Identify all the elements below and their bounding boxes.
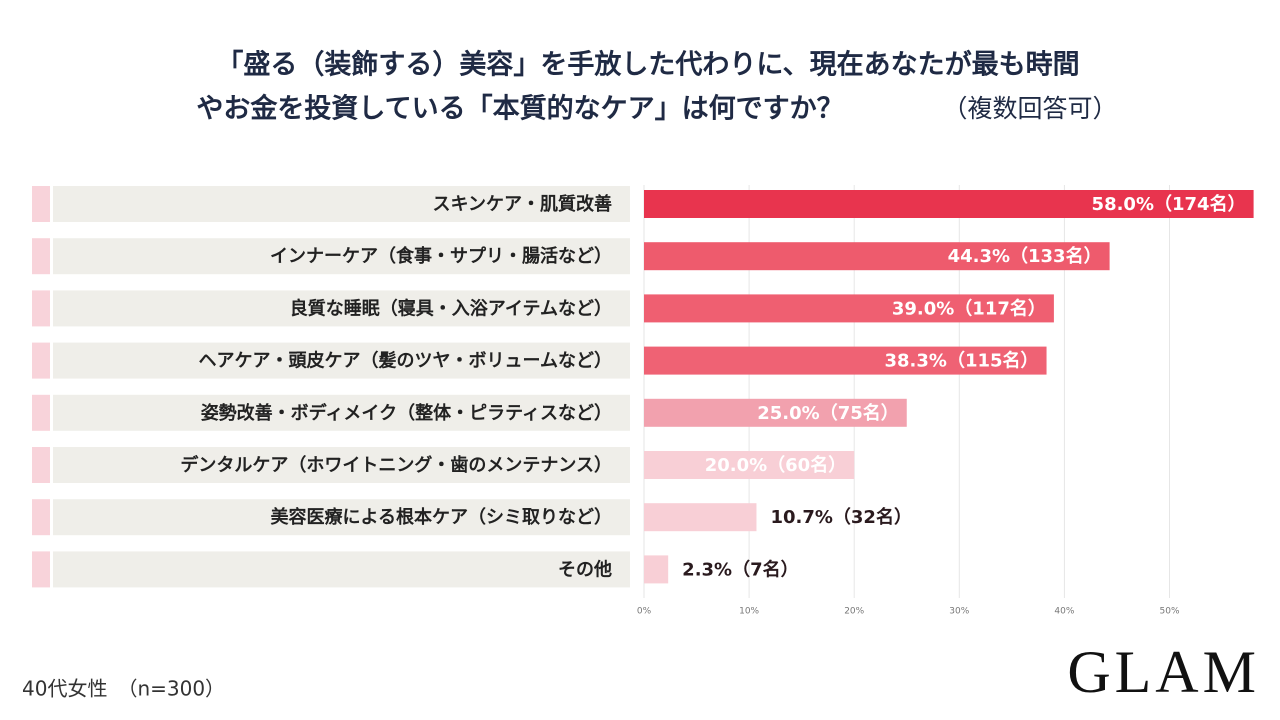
bar [644,346,1047,375]
y-tick-label: インナーケア（食事・サプリ・腸活など） [270,245,612,267]
label-marker [32,290,50,327]
bar [644,190,1254,218]
label-box [53,394,630,431]
value-label: 25.0%（75名） [757,402,899,424]
brand-logo: GLAM [1067,639,1260,705]
y-tick-label: その他 [558,558,612,580]
label-marker [32,499,50,536]
bar [644,503,757,532]
y-tick-label: ヘアケア・頭皮ケア（髪のツヤ・ボリュームなど） [199,350,612,372]
bar [644,294,1054,323]
bar [644,242,1110,271]
x-tick-label: 30% [949,607,969,617]
bar [644,555,669,584]
label-box [53,238,630,275]
title-note: （複数回答可） [942,94,1117,123]
value-label: 38.3%（115名） [885,350,1039,372]
chart-title: やお金を投資している「本質的なケア」は何ですか？ [196,93,843,125]
y-tick-label: デンタルケア（ホワイトニング・歯のメンテナンス） [180,454,612,476]
x-tick-label: 20% [844,607,864,617]
value-label: 58.0%（174名） [1092,193,1246,215]
label-box [53,499,630,536]
value-label: 2.3%（7名） [682,558,798,580]
label-marker [32,551,50,588]
y-tick-label: 美容医療による根本ケア（シミ取りなど） [271,506,612,528]
label-box [53,186,630,222]
label-marker [32,447,50,483]
value-label: 20.0%（60名） [705,454,847,476]
label-box [53,447,630,483]
x-tick-label: 50% [1160,607,1180,617]
label-marker [32,342,50,379]
x-tick-label: 10% [739,607,759,617]
label-box [53,290,630,327]
x-tick-label: 40% [1054,607,1074,617]
label-marker [32,394,50,431]
value-label: 44.3%（133名） [948,245,1102,267]
sample-note: 40代女性 （n=300） [22,677,225,701]
label-box [53,551,630,588]
label-box [53,342,630,379]
bar [644,398,907,427]
value-label: 39.0%（117名） [892,297,1046,319]
y-tick-label: 姿勢改善・ボディメイク（整体・ピラティスなど） [201,402,612,424]
y-tick-label: スキンケア・肌質改善 [433,193,612,215]
label-marker [32,186,50,222]
label-marker [32,238,50,275]
bar [644,451,855,479]
x-tick-label: 0% [637,607,652,617]
y-tick-label: 良質な睡眠（寝具・入浴アイテムなど） [290,297,612,319]
chart-title: 「盛る（装飾する）美容」を手放した代わりに、現在あなたが最も時間 [216,49,1079,81]
value-label: 10.7%（32名） [770,506,912,528]
